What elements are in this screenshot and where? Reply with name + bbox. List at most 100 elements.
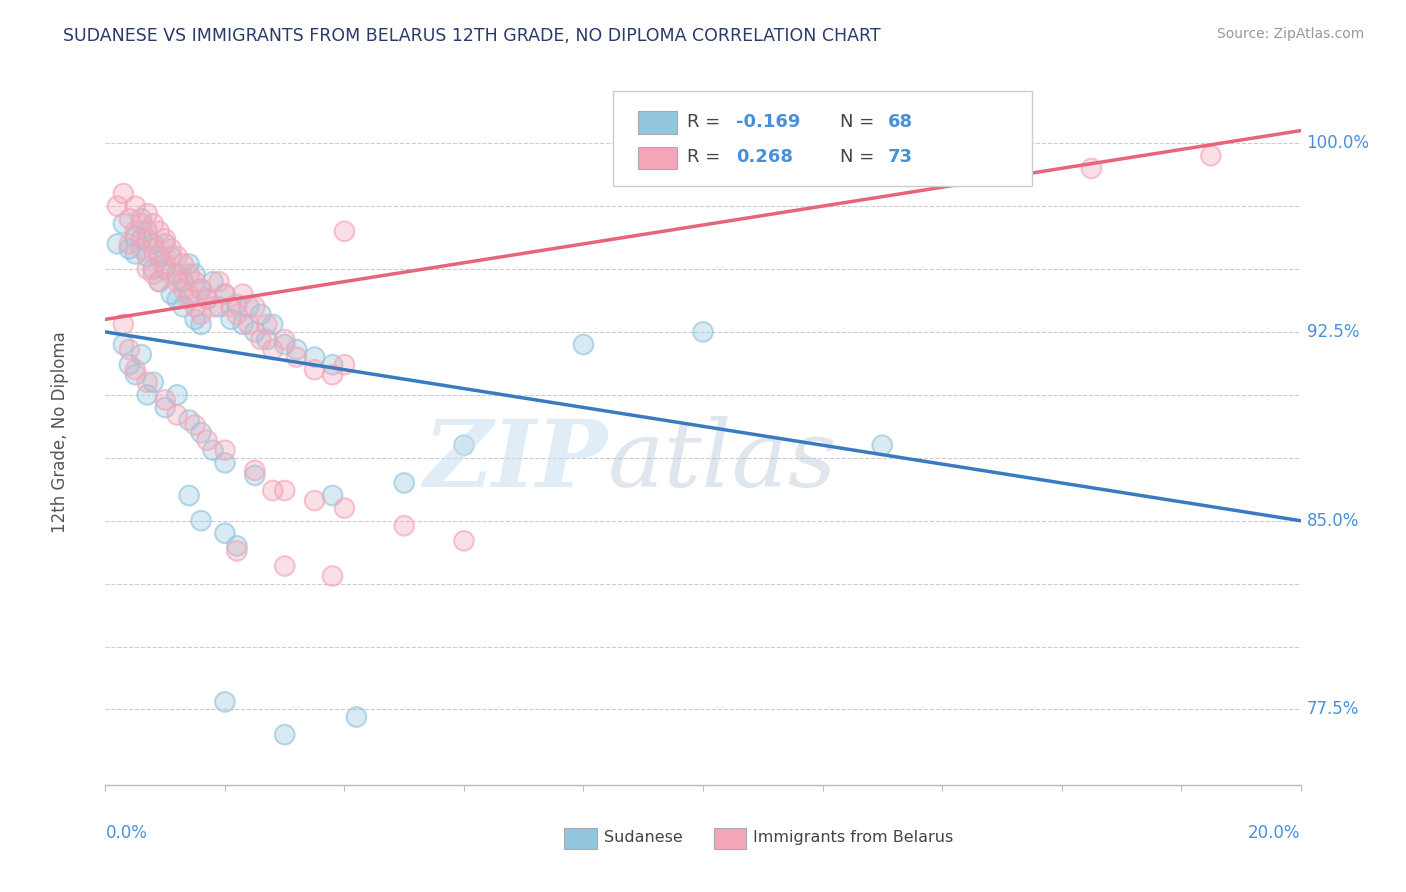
Point bbox=[129, 211, 153, 226]
Point bbox=[107, 199, 129, 213]
Point bbox=[1080, 161, 1102, 176]
Point bbox=[333, 224, 356, 238]
Point bbox=[124, 229, 146, 244]
Text: 85.0%: 85.0% bbox=[1306, 512, 1360, 530]
Point bbox=[112, 337, 135, 351]
Text: 0.268: 0.268 bbox=[737, 148, 793, 166]
Point bbox=[208, 275, 231, 289]
Point bbox=[142, 267, 165, 281]
Point bbox=[118, 211, 141, 226]
Point bbox=[136, 376, 159, 390]
Point bbox=[225, 539, 249, 553]
Point bbox=[208, 300, 231, 314]
Point bbox=[321, 358, 344, 372]
Point bbox=[243, 300, 266, 314]
Point bbox=[172, 257, 194, 271]
Point bbox=[136, 388, 159, 402]
Point bbox=[172, 275, 194, 289]
Point bbox=[214, 287, 236, 301]
Point bbox=[142, 217, 165, 231]
Point bbox=[142, 376, 165, 390]
Point bbox=[184, 300, 207, 314]
Point bbox=[256, 318, 278, 332]
Point bbox=[142, 242, 165, 256]
Point bbox=[321, 489, 344, 503]
Point bbox=[177, 292, 201, 306]
Text: atlas: atlas bbox=[607, 416, 837, 506]
Point bbox=[262, 318, 284, 332]
Point bbox=[177, 257, 201, 271]
Point bbox=[172, 282, 194, 296]
Point bbox=[118, 242, 141, 256]
Point bbox=[453, 438, 475, 452]
Point bbox=[219, 300, 242, 314]
Point bbox=[243, 468, 266, 483]
Point bbox=[208, 300, 231, 314]
Point bbox=[238, 300, 260, 314]
Point bbox=[333, 358, 356, 372]
Point bbox=[148, 275, 170, 289]
Point bbox=[195, 292, 218, 306]
Point bbox=[214, 443, 236, 458]
Point bbox=[256, 333, 278, 347]
Point bbox=[232, 318, 254, 332]
Text: R =: R = bbox=[688, 113, 727, 131]
Point bbox=[155, 232, 177, 246]
Point bbox=[190, 282, 212, 296]
Point bbox=[285, 350, 308, 364]
Point bbox=[1199, 149, 1222, 163]
Point bbox=[184, 275, 207, 289]
Text: R =: R = bbox=[688, 148, 727, 166]
Point bbox=[124, 247, 146, 261]
Point bbox=[155, 392, 177, 407]
Point bbox=[219, 300, 242, 314]
Point bbox=[304, 493, 326, 508]
Point bbox=[142, 217, 165, 231]
Point bbox=[243, 468, 266, 483]
Point bbox=[177, 413, 201, 427]
Point bbox=[190, 318, 212, 332]
Text: Sudanese: Sudanese bbox=[603, 830, 682, 845]
Point bbox=[202, 443, 225, 458]
Point bbox=[184, 312, 207, 326]
Point bbox=[214, 287, 236, 301]
Point bbox=[142, 376, 165, 390]
Point bbox=[214, 526, 236, 541]
Point bbox=[572, 337, 595, 351]
Text: Immigrants from Belarus: Immigrants from Belarus bbox=[754, 830, 953, 845]
Text: 92.5%: 92.5% bbox=[1306, 323, 1360, 341]
Point bbox=[155, 401, 177, 415]
Point bbox=[129, 348, 153, 362]
Point bbox=[136, 250, 159, 264]
Point bbox=[190, 307, 212, 321]
Point bbox=[262, 483, 284, 498]
Point bbox=[166, 250, 188, 264]
Point bbox=[190, 282, 212, 296]
Point bbox=[273, 728, 295, 742]
Text: SUDANESE VS IMMIGRANTS FROM BELARUS 12TH GRADE, NO DIPLOMA CORRELATION CHART: SUDANESE VS IMMIGRANTS FROM BELARUS 12TH… bbox=[63, 27, 882, 45]
Point bbox=[112, 217, 135, 231]
Point bbox=[256, 333, 278, 347]
Point bbox=[136, 232, 159, 246]
Point bbox=[172, 275, 194, 289]
Point bbox=[333, 501, 356, 516]
Point bbox=[256, 318, 278, 332]
Point bbox=[202, 275, 225, 289]
Point bbox=[872, 438, 894, 452]
Point bbox=[166, 275, 188, 289]
Point bbox=[453, 533, 475, 548]
Text: 12th Grade, No Diploma: 12th Grade, No Diploma bbox=[51, 332, 69, 533]
Point bbox=[177, 287, 201, 301]
Point bbox=[148, 250, 170, 264]
Point bbox=[273, 483, 295, 498]
Point bbox=[142, 242, 165, 256]
Point bbox=[124, 224, 146, 238]
Point bbox=[243, 325, 266, 339]
Point bbox=[112, 337, 135, 351]
Point bbox=[184, 312, 207, 326]
Point bbox=[148, 250, 170, 264]
Point bbox=[214, 443, 236, 458]
Point bbox=[232, 318, 254, 332]
Point bbox=[129, 211, 153, 226]
Point bbox=[184, 418, 207, 433]
